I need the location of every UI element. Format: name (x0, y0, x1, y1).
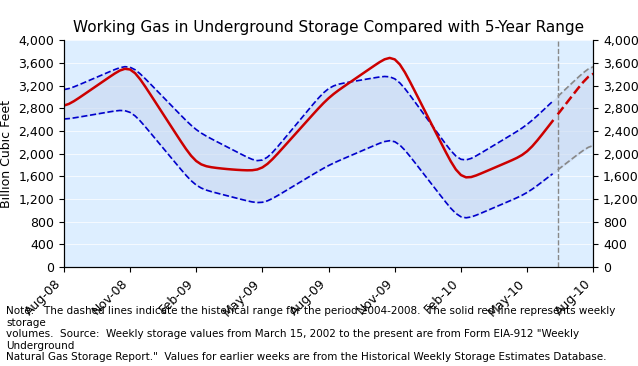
Title: Working Gas in Underground Storage Compared with 5-Year Range: Working Gas in Underground Storage Compa… (73, 20, 584, 35)
Y-axis label: Billion Cubic Feet: Billion Cubic Feet (0, 100, 13, 208)
Text: Note:   The dashed lines indicate the historical range for the period 2004-2008.: Note: The dashed lines indicate the hist… (6, 306, 616, 362)
